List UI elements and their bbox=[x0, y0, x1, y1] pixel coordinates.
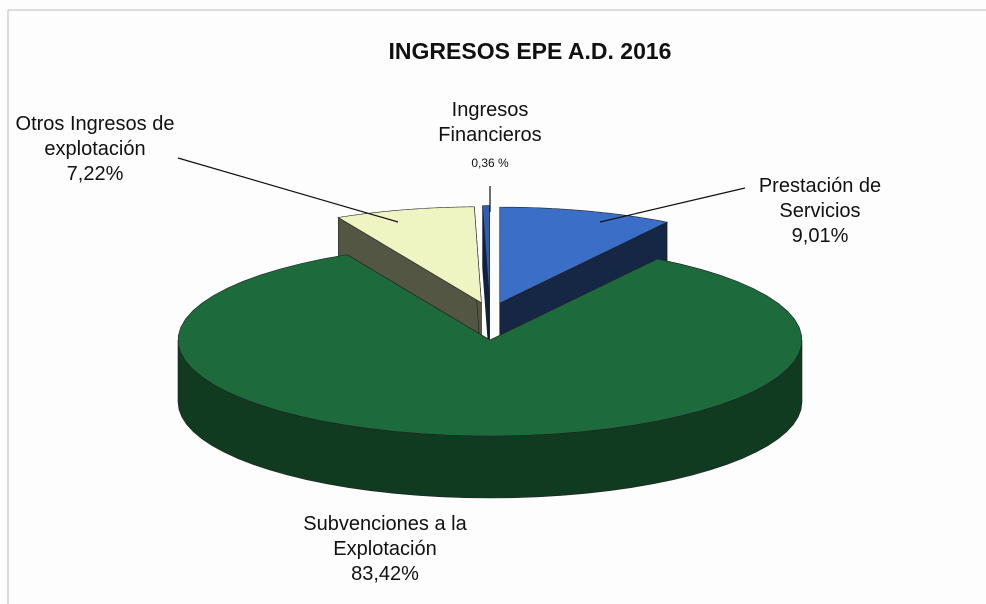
category-label: Prestación de Servicios bbox=[758, 175, 882, 222]
slice bbox=[177, 254, 803, 499]
category-label: Otros Ingresos de explotación bbox=[15, 113, 175, 160]
value-label: 7,22% bbox=[66, 163, 124, 185]
slice-label: Prestación de Servicios 9,01% bbox=[730, 174, 910, 249]
category-label: Ingresos Financieros bbox=[438, 99, 542, 146]
slice bbox=[482, 205, 490, 364]
slice-label: Subvenciones a la Explotación 83,42% bbox=[290, 512, 480, 587]
value-label: 0,36 % bbox=[471, 156, 509, 170]
slice-top bbox=[482, 205, 490, 302]
slice-top bbox=[177, 254, 803, 437]
value-label: 83,42% bbox=[351, 563, 419, 585]
leader-line bbox=[599, 187, 746, 223]
slice-label: Otros Ingresos de explotación 7,22% bbox=[5, 112, 185, 187]
chart-title: INGRESOS EPE A.D. 2016 bbox=[388, 38, 672, 64]
category-label: Subvenciones a la Explotación bbox=[303, 513, 467, 560]
leader-line bbox=[177, 157, 399, 223]
slice-top bbox=[337, 206, 482, 304]
slice-top bbox=[499, 206, 669, 304]
slice-label: Ingresos Financieros 0,36 % bbox=[410, 98, 570, 178]
value-label: 9,01% bbox=[791, 225, 849, 247]
